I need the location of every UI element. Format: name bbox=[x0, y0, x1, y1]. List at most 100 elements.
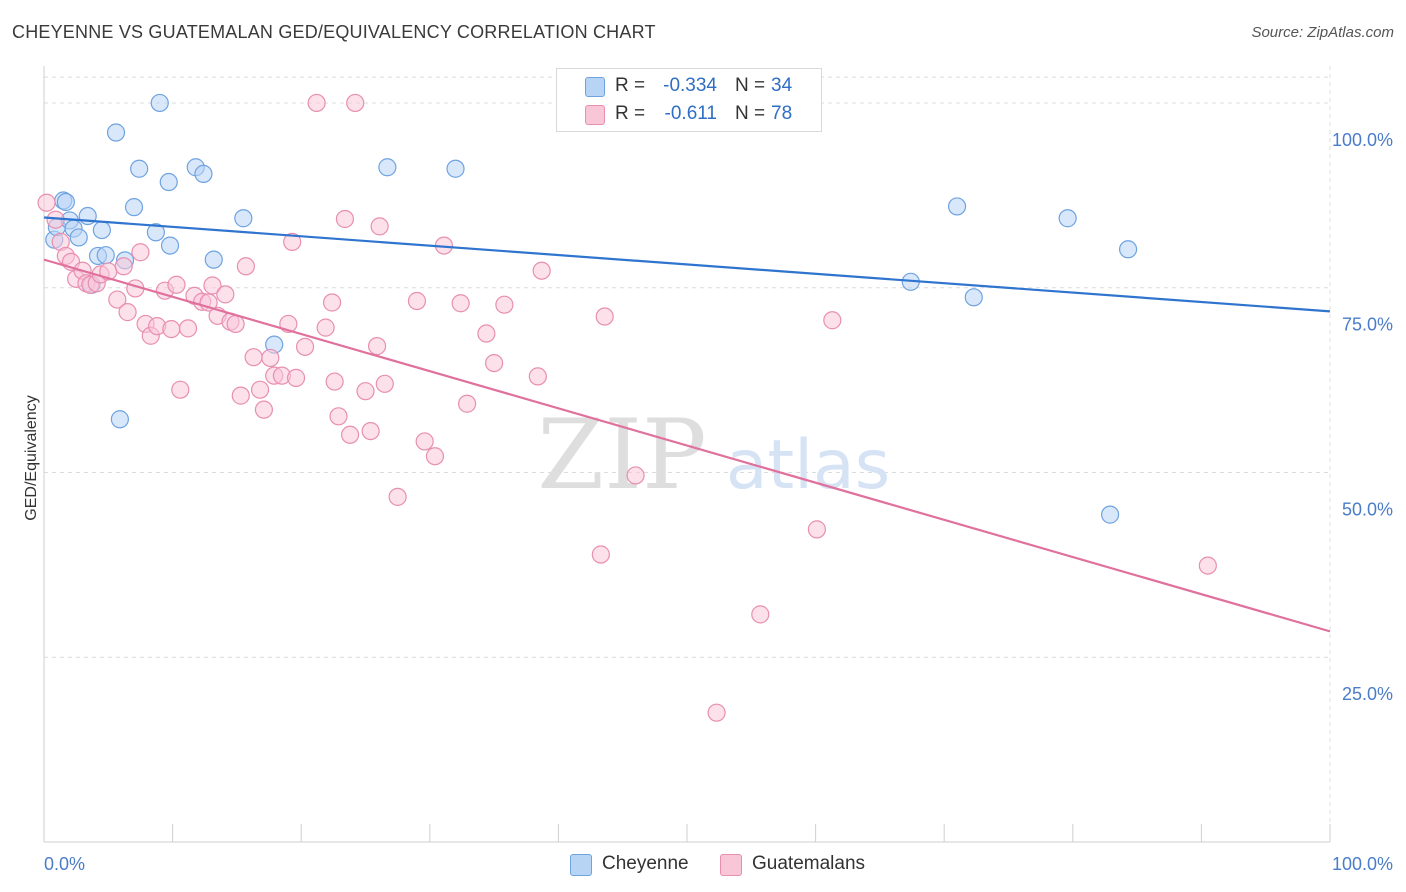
guatemalan-legend-swatch bbox=[720, 854, 742, 876]
guatemalan-point bbox=[495, 295, 514, 314]
guatemalan-legend-label: Guatemalans bbox=[752, 853, 866, 874]
bottom-legend-guatemalans: Guatemalans bbox=[720, 852, 890, 876]
watermark-atlas: atlas bbox=[726, 426, 890, 505]
guatemalan-point bbox=[307, 93, 326, 113]
guatemalan-trendline bbox=[43, 258, 1331, 633]
cheyenne-legend-label: Cheyenne bbox=[602, 853, 689, 874]
cheyenne-point bbox=[1058, 209, 1077, 228]
guatemalan-point bbox=[457, 394, 477, 413]
y-tick-label: 50.0% bbox=[1342, 499, 1393, 519]
x-tick-label: 0.0% bbox=[44, 854, 85, 874]
cheyenne-swatch bbox=[585, 77, 605, 97]
chart-title: CHEYENNE VS GUATEMALAN GED/EQUIVALENCY C… bbox=[12, 22, 656, 42]
guatemalan-point bbox=[823, 311, 842, 330]
guatemalan-point bbox=[325, 372, 344, 391]
cheyenne-point bbox=[947, 197, 967, 216]
guatemalan-point bbox=[261, 348, 280, 368]
cheyenne-points bbox=[45, 93, 1138, 524]
cheyenne-point bbox=[146, 223, 165, 242]
guatemalan-point bbox=[415, 432, 434, 451]
guatemalan-point bbox=[114, 257, 133, 276]
guatemalan-point bbox=[477, 324, 496, 343]
guatemalan-point bbox=[425, 447, 445, 466]
legend-r-value: -0.334 bbox=[663, 75, 717, 96]
guatemalan-point bbox=[707, 703, 726, 722]
y-tick-label: 75.0% bbox=[1342, 315, 1393, 335]
guatemalan-points bbox=[37, 93, 1217, 722]
watermark-zip: ZIP bbox=[537, 399, 706, 511]
cheyenne-point bbox=[130, 159, 149, 178]
cheyenne-point bbox=[92, 220, 111, 240]
guatemalan-point bbox=[367, 336, 387, 356]
correlation-legend: R = -0.334 N = 34 R = -0.611 N = 78 bbox=[556, 68, 822, 132]
legend-n-value: 78 bbox=[771, 103, 793, 124]
guatemalan-point bbox=[226, 314, 245, 334]
guatemalan-point bbox=[108, 290, 127, 309]
legend-row-cheyenne: R = -0.334 N = 34 bbox=[557, 72, 821, 100]
cheyenne-point bbox=[56, 192, 75, 212]
tick-labels: 25.0% 50.0% 75.0% 100.0% 0.0% 100.0% bbox=[44, 130, 1393, 874]
guatemalan-point bbox=[807, 520, 826, 539]
watermark: ZIP atlas bbox=[537, 399, 890, 511]
cheyenne-point bbox=[234, 209, 253, 228]
y-tick-label: 100.0% bbox=[1332, 130, 1393, 150]
cheyenne-point bbox=[106, 123, 126, 142]
guatemalan-point bbox=[407, 291, 427, 311]
y-axis-label: GED/Equivalency bbox=[23, 395, 40, 520]
guatemalan-point bbox=[254, 400, 274, 419]
guatemalan-point bbox=[118, 303, 137, 322]
legend-r-label: R = bbox=[615, 75, 646, 96]
guatemalan-point bbox=[244, 348, 263, 367]
guatemalan-point bbox=[335, 209, 355, 229]
guatemalan-point bbox=[171, 380, 190, 399]
cheyenne-point bbox=[1100, 505, 1120, 524]
guatemalan-point bbox=[316, 318, 335, 337]
cheyenne-legend-swatch bbox=[570, 854, 592, 876]
cheyenne-point bbox=[96, 246, 115, 265]
guatemalan-point bbox=[356, 382, 375, 401]
guatemalan-point bbox=[286, 368, 306, 387]
guatemalan-point bbox=[346, 93, 365, 113]
legend-row-guatemalans: R = -0.611 N = 78 bbox=[557, 100, 821, 128]
guatemalan-point bbox=[322, 293, 342, 312]
cheyenne-point bbox=[69, 228, 88, 247]
guatemalan-point bbox=[250, 380, 270, 399]
guatemalan-point bbox=[231, 386, 250, 405]
guatemalan-point bbox=[167, 275, 186, 294]
source-attribution: Source: ZipAtlas.com bbox=[1251, 24, 1394, 41]
legend-n-label: N = bbox=[735, 103, 766, 124]
cheyenne-point bbox=[194, 164, 213, 184]
guatemalan-point bbox=[626, 466, 645, 485]
cheyenne-trendline bbox=[43, 216, 1331, 313]
cheyenne-point bbox=[964, 288, 983, 307]
cheyenne-point bbox=[159, 172, 178, 192]
guatemalan-point bbox=[283, 232, 302, 251]
cheyenne-point bbox=[124, 198, 144, 217]
guatemalan-point bbox=[485, 353, 504, 373]
guatemalan-point bbox=[591, 545, 610, 564]
legend-r-value: -0.611 bbox=[664, 103, 717, 124]
guatemalan-point bbox=[216, 285, 235, 304]
guatemalan-point bbox=[131, 243, 150, 262]
guatemalan-point bbox=[1198, 556, 1217, 575]
cheyenne-point bbox=[378, 158, 397, 177]
legend-r-label: R = bbox=[615, 103, 646, 124]
guatemalan-swatch bbox=[585, 105, 605, 125]
y-tick-label: 25.0% bbox=[1342, 684, 1393, 704]
guatemalan-point bbox=[375, 374, 394, 393]
guatemalan-point bbox=[203, 276, 222, 295]
cheyenne-point bbox=[446, 159, 465, 178]
guatemalan-point bbox=[388, 487, 407, 506]
guatemalan-point bbox=[361, 421, 380, 441]
guatemalan-point bbox=[595, 307, 614, 326]
legend-n-label: N = bbox=[735, 75, 766, 96]
guatemalan-point bbox=[340, 425, 360, 444]
guatemalan-point bbox=[178, 319, 198, 338]
guatemalan-point bbox=[528, 367, 547, 386]
guatemalan-point bbox=[451, 294, 470, 313]
guatemalan-point bbox=[236, 257, 256, 276]
bottom-legend-cheyenne: Cheyenne bbox=[570, 852, 710, 876]
guatemalan-point bbox=[329, 407, 348, 426]
cheyenne-point bbox=[1118, 240, 1138, 259]
